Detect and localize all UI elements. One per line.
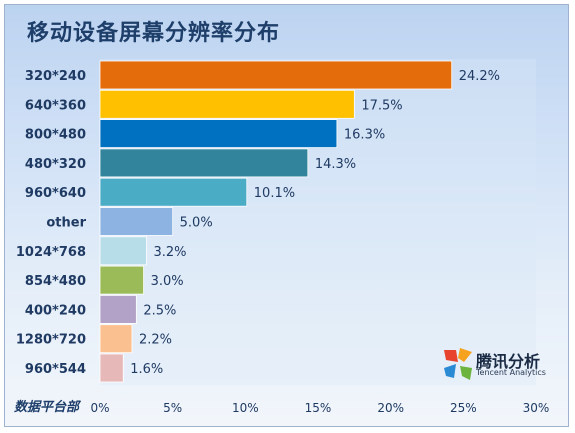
- logo-name: 腾讯分析: [476, 352, 541, 371]
- category-label: 320*240: [25, 69, 86, 84]
- category-label: 480*320: [25, 157, 86, 172]
- bar: [99, 89, 355, 119]
- bar: [99, 294, 137, 324]
- bar: [99, 265, 144, 295]
- data-label: 16.3%: [344, 128, 385, 143]
- data-label: 2.5%: [143, 303, 176, 318]
- data-label: 5.0%: [180, 216, 213, 231]
- bar: [99, 119, 338, 148]
- data-label: 24.2%: [459, 69, 500, 84]
- bar: [99, 177, 248, 207]
- data-label: 10.1%: [254, 186, 295, 201]
- category-label: 960*640: [25, 186, 86, 201]
- category-label: 400*240: [25, 303, 86, 318]
- bar: [99, 207, 174, 236]
- bar: [99, 324, 133, 354]
- x-tick-label: 0%: [90, 401, 109, 415]
- data-label: 3.2%: [154, 245, 187, 260]
- data-label: 1.6%: [130, 362, 163, 377]
- x-tick-label: 15%: [305, 401, 332, 415]
- x-tick-label: 30%: [523, 401, 550, 415]
- bar: [99, 236, 147, 266]
- x-tick-label: 10%: [232, 401, 259, 415]
- category-label: 1280*720: [16, 333, 86, 348]
- category-label: 960*544: [25, 362, 86, 377]
- data-label: 14.3%: [315, 157, 356, 172]
- tencent-analytics-icon: [444, 348, 472, 380]
- x-tick-label: 25%: [450, 401, 477, 415]
- category-label: 1024*768: [16, 245, 86, 260]
- category-label: 800*480: [25, 128, 86, 143]
- chart-title: 移动设备屏幕分辨率分布: [27, 21, 281, 46]
- bar: [99, 353, 124, 383]
- logo-subtitle: Tencent Analytics: [476, 368, 546, 377]
- tencent-analytics-logo: 腾讯分析 Tencent Analytics: [442, 346, 552, 386]
- x-tick-label: 20%: [377, 401, 404, 415]
- footer-label: 数据平台部: [14, 400, 80, 415]
- category-label: other: [46, 216, 86, 231]
- category-label: 854*480: [25, 274, 86, 289]
- x-tick-label: 5%: [163, 401, 182, 415]
- data-label: 3.0%: [151, 274, 184, 289]
- data-label: 17.5%: [361, 98, 402, 113]
- category-label: 640*360: [25, 98, 86, 113]
- data-label: 2.2%: [139, 333, 172, 348]
- bar: [99, 148, 309, 178]
- bar: [99, 60, 453, 90]
